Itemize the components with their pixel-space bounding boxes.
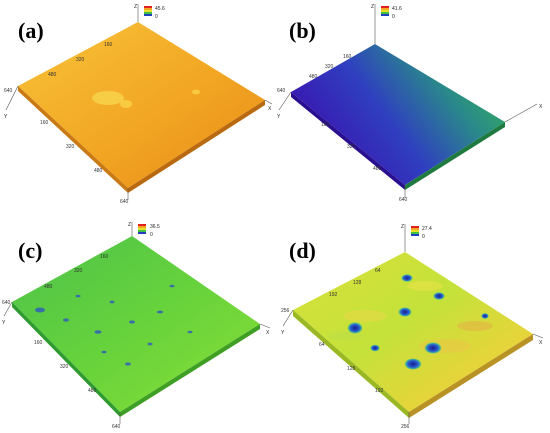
y-axis-d xyxy=(282,309,294,327)
surface-d-side-right xyxy=(409,334,533,418)
tick-label: 480 xyxy=(373,166,382,172)
z-axis-letter-b: Z xyxy=(371,4,374,10)
panel-d: Z Y X 64 128 192 256 64 128 192 256 27.4… xyxy=(275,216,550,432)
tick-label: 480 xyxy=(88,388,97,394)
surface-a-side-right xyxy=(128,100,265,193)
tick-label: 320 xyxy=(325,64,334,70)
tick-label: 320 xyxy=(76,57,85,63)
tick-label: 192 xyxy=(329,292,338,298)
surface-d xyxy=(293,252,533,412)
colorbar-a: 45.6 0 xyxy=(144,6,165,20)
y-axis-letter-d: X xyxy=(539,340,543,346)
colorbar-min: 0 xyxy=(422,234,425,240)
tick-label: 160 xyxy=(321,122,330,128)
tick-label: 640 xyxy=(399,197,408,203)
tick-label: 64 xyxy=(375,268,381,274)
tick-label: 160 xyxy=(104,42,113,48)
y-axis-letter-b: X xyxy=(539,104,543,110)
surface-b-side-right xyxy=(405,122,505,190)
tick-label: 480 xyxy=(94,168,103,174)
tick-label: 320 xyxy=(66,144,75,150)
y-axis-letter-a: X xyxy=(268,106,272,112)
tick-label: 128 xyxy=(353,280,362,286)
x-axis-letter-b: Y xyxy=(277,114,281,120)
tick-label: 640 xyxy=(120,199,129,205)
surface-b xyxy=(291,44,505,185)
tick-label: 320 xyxy=(347,144,356,150)
surface-a-patch xyxy=(120,100,132,108)
tick-label: 320 xyxy=(74,268,83,274)
panel-label-a: (a) xyxy=(18,18,44,43)
tick-label: 640 xyxy=(112,424,121,430)
tick-label: 640 xyxy=(277,88,286,94)
colorbar-min: 0 xyxy=(392,14,395,20)
surface-c-side-right xyxy=(120,324,260,417)
x-axis-c xyxy=(259,323,271,329)
surface-b-side-left xyxy=(291,92,405,190)
surface-a-side-left xyxy=(18,86,128,193)
tick-label: 192 xyxy=(375,388,384,394)
panel-label-b: (b) xyxy=(289,18,316,43)
colorbar-max: 45.6 xyxy=(155,6,165,12)
x-axis-letter-d: Y xyxy=(281,330,285,336)
colorbar-max: 41.6 xyxy=(392,6,402,12)
x-axis-letter-c: Y xyxy=(2,320,6,326)
tick-label: 64 xyxy=(319,342,325,348)
surface-a-patch xyxy=(192,89,200,95)
tick-label: 640 xyxy=(2,300,11,306)
x-axis-b xyxy=(504,103,538,123)
panel-c: Z Y X 160 320 480 640 160 320 480 640 36… xyxy=(0,216,275,432)
panel-a-plot: Z Y X 160 320 480 640 160 320 480 640 45… xyxy=(4,4,273,205)
panel-c-plot: Z Y X 160 320 480 640 160 320 480 640 36… xyxy=(2,222,271,430)
surface-a-patch xyxy=(92,91,124,105)
surface-d-pits xyxy=(347,274,489,370)
panel-b: Z Y X 160 320 480 640 160 320 480 640 41… xyxy=(275,0,550,216)
z-axis-letter-c: Z xyxy=(128,222,131,228)
surface-d-side-left xyxy=(293,310,409,418)
y-axis-letter-c: X xyxy=(266,330,270,336)
colorbar-max: 36.5 xyxy=(150,224,160,230)
panel-label-d: (d) xyxy=(289,238,316,263)
colorbar-max: 27.4 xyxy=(422,226,432,232)
colorbar-b: 41.6 0 xyxy=(381,6,402,20)
z-axis-letter-a: Z xyxy=(134,4,137,10)
surface-c-side-left xyxy=(12,302,120,417)
tick-label: 320 xyxy=(60,364,69,370)
tick-label: 160 xyxy=(343,54,352,60)
tick-label: 480 xyxy=(44,284,53,290)
tick-label: 256 xyxy=(281,308,290,314)
tick-label: 480 xyxy=(309,74,318,80)
panel-b-plot: Z Y X 160 320 480 640 160 320 480 640 41… xyxy=(277,4,543,203)
tick-label: 160 xyxy=(34,340,43,346)
x-axis-letter-a: Y xyxy=(4,114,8,120)
tick-label: 160 xyxy=(100,254,109,260)
surface-a xyxy=(18,22,265,188)
y-axis-a xyxy=(5,85,19,111)
tick-label: 640 xyxy=(4,88,13,94)
tick-label: 256 xyxy=(401,424,410,430)
surface-c xyxy=(12,236,260,412)
z-axis-letter-d: Z xyxy=(401,224,404,230)
panel-d-plot: Z Y X 64 128 192 256 64 128 192 256 27.4… xyxy=(281,224,544,430)
colorbar-c: 36.5 0 xyxy=(138,224,160,238)
x-axis-a xyxy=(264,99,273,105)
y-axis-c xyxy=(3,301,13,317)
y-axis-b xyxy=(278,91,292,111)
panel-label-c: (c) xyxy=(18,238,43,263)
tick-label: 128 xyxy=(347,366,356,372)
colorbar-min: 0 xyxy=(155,14,158,20)
tick-label: 480 xyxy=(48,72,57,78)
surface-c-pits xyxy=(35,284,193,366)
tick-label: 160 xyxy=(40,120,49,126)
panel-a: Z Y X 160 320 480 640 160 320 480 640 45… xyxy=(0,0,275,216)
colorbar-d: 27.4 0 xyxy=(411,226,432,240)
x-axis-d xyxy=(532,333,544,339)
colorbar-min: 0 xyxy=(150,232,153,238)
